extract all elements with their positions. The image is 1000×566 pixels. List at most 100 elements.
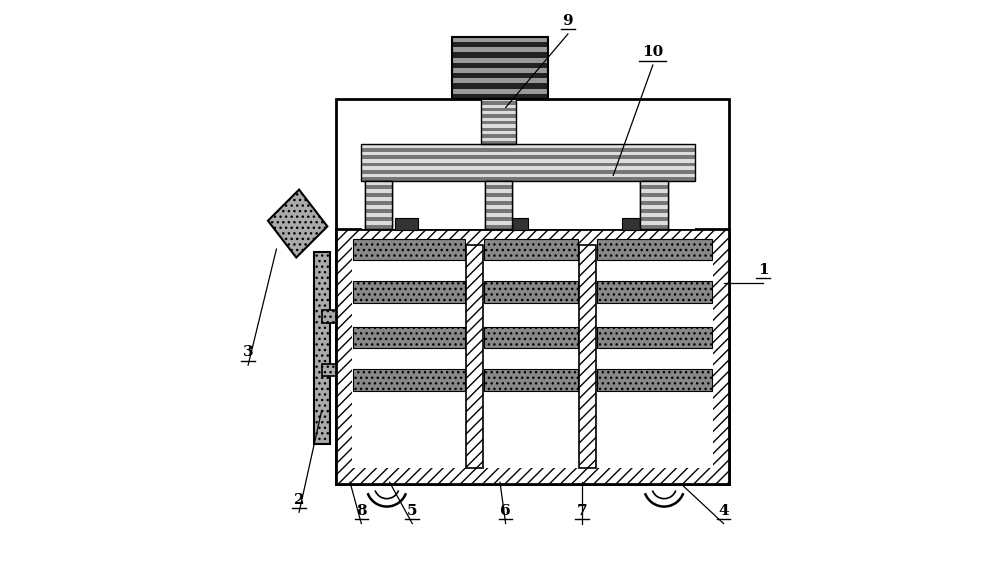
Bar — [361, 174, 695, 178]
Text: 4: 4 — [718, 504, 729, 518]
Bar — [365, 193, 392, 197]
Bar — [485, 201, 512, 205]
Bar — [361, 159, 695, 163]
Bar — [336, 229, 729, 484]
Bar — [353, 369, 465, 391]
Bar — [640, 209, 668, 213]
Bar — [365, 185, 392, 189]
Bar — [485, 181, 512, 229]
Bar — [640, 189, 668, 193]
Bar — [361, 144, 695, 181]
Bar — [485, 209, 512, 213]
Bar — [365, 213, 392, 217]
Bar — [322, 364, 336, 376]
Bar — [365, 209, 392, 213]
Bar — [640, 185, 668, 189]
Bar — [365, 197, 392, 201]
Bar — [640, 213, 668, 217]
Bar — [622, 218, 644, 230]
Bar — [481, 128, 516, 131]
Bar — [481, 118, 516, 121]
Bar — [452, 89, 548, 94]
Bar — [481, 111, 516, 114]
Bar — [481, 125, 516, 128]
Bar — [365, 189, 392, 193]
Bar — [640, 205, 668, 209]
Bar — [640, 181, 668, 229]
Text: 5: 5 — [407, 504, 418, 518]
Bar — [365, 189, 392, 193]
Text: 7: 7 — [577, 504, 587, 518]
Bar — [365, 221, 392, 225]
Bar — [452, 94, 548, 99]
Bar — [485, 213, 512, 217]
Bar — [485, 217, 512, 221]
Bar — [484, 281, 578, 303]
Bar — [640, 193, 668, 197]
Bar — [485, 193, 512, 197]
Bar — [597, 327, 712, 348]
Bar — [481, 114, 516, 118]
Bar — [365, 225, 392, 229]
Bar — [640, 225, 668, 229]
Bar — [485, 189, 512, 193]
Bar — [361, 166, 695, 170]
Bar — [365, 209, 392, 213]
Bar — [365, 185, 392, 189]
Bar — [640, 201, 668, 205]
Bar — [485, 209, 512, 213]
Bar — [352, 245, 713, 468]
Bar — [640, 221, 668, 225]
Bar — [365, 221, 392, 225]
Bar — [365, 181, 392, 229]
Bar — [452, 73, 548, 78]
Bar — [365, 193, 392, 197]
Bar — [481, 98, 516, 144]
Bar — [365, 225, 392, 229]
Bar — [640, 225, 668, 229]
Bar — [361, 178, 695, 181]
Bar — [485, 205, 512, 209]
Bar — [481, 134, 516, 138]
Bar — [485, 217, 512, 221]
Bar — [452, 78, 548, 84]
Bar — [485, 201, 512, 205]
Bar — [640, 201, 668, 205]
Bar — [506, 218, 528, 230]
Bar — [640, 181, 668, 229]
Bar — [365, 181, 392, 185]
Bar — [481, 105, 516, 108]
Bar — [485, 181, 512, 229]
Bar — [485, 185, 512, 189]
Text: 2: 2 — [294, 492, 304, 507]
Bar — [365, 181, 392, 229]
Bar — [481, 141, 516, 144]
Bar — [481, 98, 516, 101]
Bar — [353, 281, 465, 303]
Bar — [452, 37, 548, 99]
Bar — [485, 197, 512, 201]
Bar — [481, 138, 516, 141]
Bar — [452, 84, 548, 89]
Bar — [365, 217, 392, 221]
Bar — [640, 205, 668, 209]
Bar — [361, 152, 695, 155]
Bar — [484, 327, 578, 348]
Bar — [361, 163, 695, 166]
Bar — [361, 148, 695, 152]
Bar — [484, 239, 578, 260]
Bar — [640, 193, 668, 197]
Bar — [640, 181, 668, 185]
Bar — [452, 63, 548, 68]
Bar — [485, 213, 512, 217]
Bar — [640, 197, 668, 201]
Bar — [640, 181, 668, 185]
Bar — [640, 217, 668, 221]
Bar — [353, 239, 465, 260]
Bar — [485, 185, 512, 189]
Bar — [395, 218, 418, 230]
Bar — [484, 369, 578, 391]
Bar — [640, 213, 668, 217]
Bar — [481, 131, 516, 134]
Bar — [485, 221, 512, 225]
